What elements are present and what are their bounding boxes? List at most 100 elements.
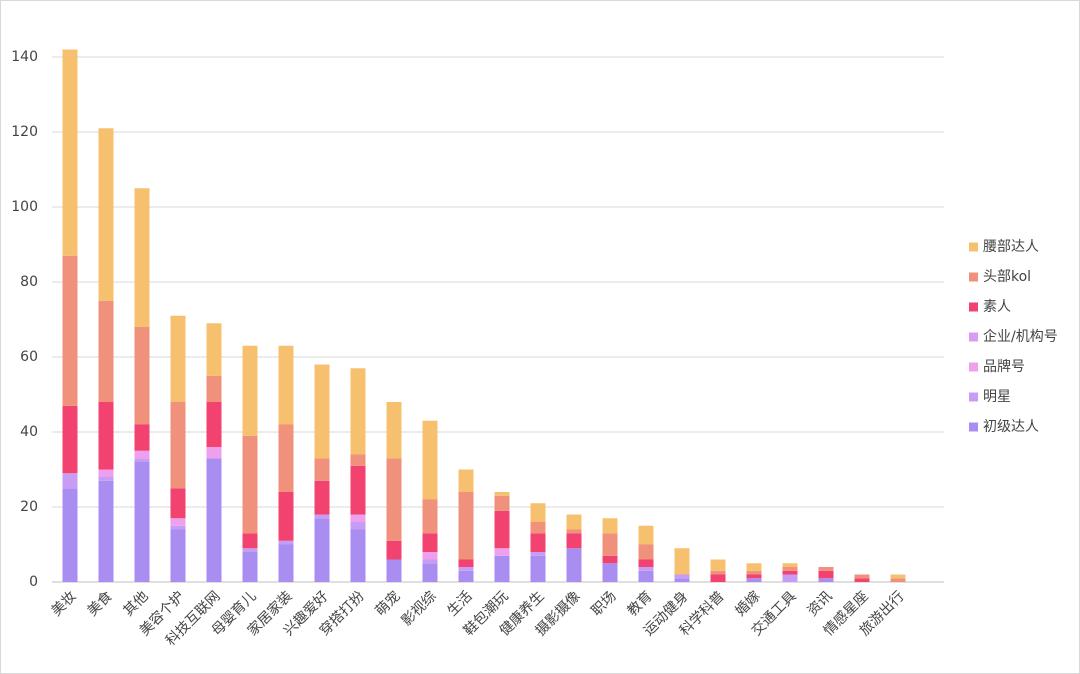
bar-segment	[278, 345, 294, 425]
bar-segment	[638, 544, 654, 560]
y-tick-label: 60	[20, 349, 38, 365]
bar-segment	[386, 559, 402, 582]
bar-segment	[566, 548, 582, 582]
bar-segment	[350, 465, 366, 515]
y-tick-label: 0	[29, 574, 38, 590]
bar-segment	[854, 578, 870, 582]
bar-segment	[206, 447, 222, 459]
bar-segment	[314, 480, 330, 515]
bar-segment	[494, 555, 510, 582]
bar-segment	[170, 488, 186, 519]
bar-segment	[62, 49, 78, 256]
bar-segment	[854, 574, 870, 579]
legend-swatch	[969, 332, 978, 342]
bar-segment	[386, 540, 402, 560]
bar-segment	[602, 563, 618, 582]
legend-swatch	[969, 392, 978, 402]
bar-segment	[242, 548, 258, 552]
bar-segment	[62, 473, 78, 489]
bar-segment	[746, 563, 762, 571]
bar-segment	[422, 559, 438, 564]
bar-segment	[422, 420, 438, 500]
bar-segment	[134, 327, 150, 425]
bar-segment	[134, 462, 150, 582]
bar-segment	[278, 492, 294, 541]
bar-segment	[602, 555, 618, 564]
bar-segment	[674, 548, 690, 575]
y-tick-label: 20	[20, 499, 38, 515]
bar-segment	[602, 518, 618, 534]
bar-segment	[566, 529, 582, 534]
bar-segment	[206, 402, 222, 447]
bar-segment	[350, 522, 366, 530]
bar-segment	[890, 574, 906, 579]
bar-segment	[458, 567, 474, 571]
bar-segment	[62, 255, 78, 406]
legend-label: 头部kol	[983, 269, 1031, 285]
bar-segment	[638, 559, 654, 567]
bar-segment	[530, 503, 546, 522]
legend-swatch	[969, 362, 978, 372]
bar-segment	[206, 323, 222, 376]
bar-segment	[134, 458, 150, 462]
bar-segment	[422, 552, 438, 560]
bar-segment	[746, 574, 762, 579]
bar-segment	[818, 578, 834, 582]
bar-segment	[278, 540, 294, 545]
bar-segment	[206, 375, 222, 402]
bar-segment	[242, 552, 258, 582]
bar-segment	[494, 492, 510, 496]
bar-segment	[350, 368, 366, 455]
legend-swatch	[969, 272, 978, 282]
bar-segment	[350, 529, 366, 582]
bar-segment	[818, 570, 834, 579]
bar-segment	[746, 570, 762, 575]
bar-segment	[314, 458, 330, 481]
bar-segment	[170, 402, 186, 489]
bar-segment	[350, 454, 366, 466]
legend-swatch	[969, 422, 978, 432]
bar-segment	[98, 477, 114, 481]
bar-segment	[242, 533, 258, 549]
y-tick-label: 80	[20, 274, 38, 290]
bar-segment	[566, 514, 582, 530]
y-tick-label: 120	[11, 124, 38, 140]
y-tick-label: 40	[20, 424, 38, 440]
bar-segment	[494, 510, 510, 549]
bar-segment	[278, 544, 294, 582]
bar-segment	[458, 570, 474, 582]
bar-segment	[314, 518, 330, 582]
legend-label: 素人	[983, 299, 1011, 315]
bar-segment	[494, 548, 510, 556]
bar-segment	[458, 469, 474, 492]
bar-segment	[638, 567, 654, 571]
bar-segment	[278, 424, 294, 492]
bar-segment	[782, 570, 798, 575]
bar-segment	[98, 480, 114, 582]
bar-segment	[98, 300, 114, 402]
bar-segment	[818, 567, 834, 571]
y-tick-label: 140	[11, 49, 38, 65]
bar-segment	[98, 128, 114, 301]
bar-segment	[98, 469, 114, 477]
legend-label: 初级达人	[983, 418, 1039, 435]
bar-segment	[134, 188, 150, 327]
legend-swatch	[969, 302, 978, 312]
bar-segment	[422, 563, 438, 582]
bar-segment	[674, 574, 690, 579]
bar-segment	[386, 402, 402, 459]
bar-segment	[170, 315, 186, 402]
bar-segment	[530, 552, 546, 556]
legend-label: 明星	[983, 389, 1011, 405]
bar-segment	[566, 533, 582, 549]
bar-segment	[134, 424, 150, 451]
bar-segment	[98, 402, 114, 470]
bar-segment	[350, 514, 366, 522]
legend-label: 企业/机构号	[983, 328, 1058, 345]
bar-segment	[530, 533, 546, 552]
bar-segment	[422, 499, 438, 534]
bar-segment	[422, 533, 438, 552]
legend-swatch	[969, 242, 978, 252]
